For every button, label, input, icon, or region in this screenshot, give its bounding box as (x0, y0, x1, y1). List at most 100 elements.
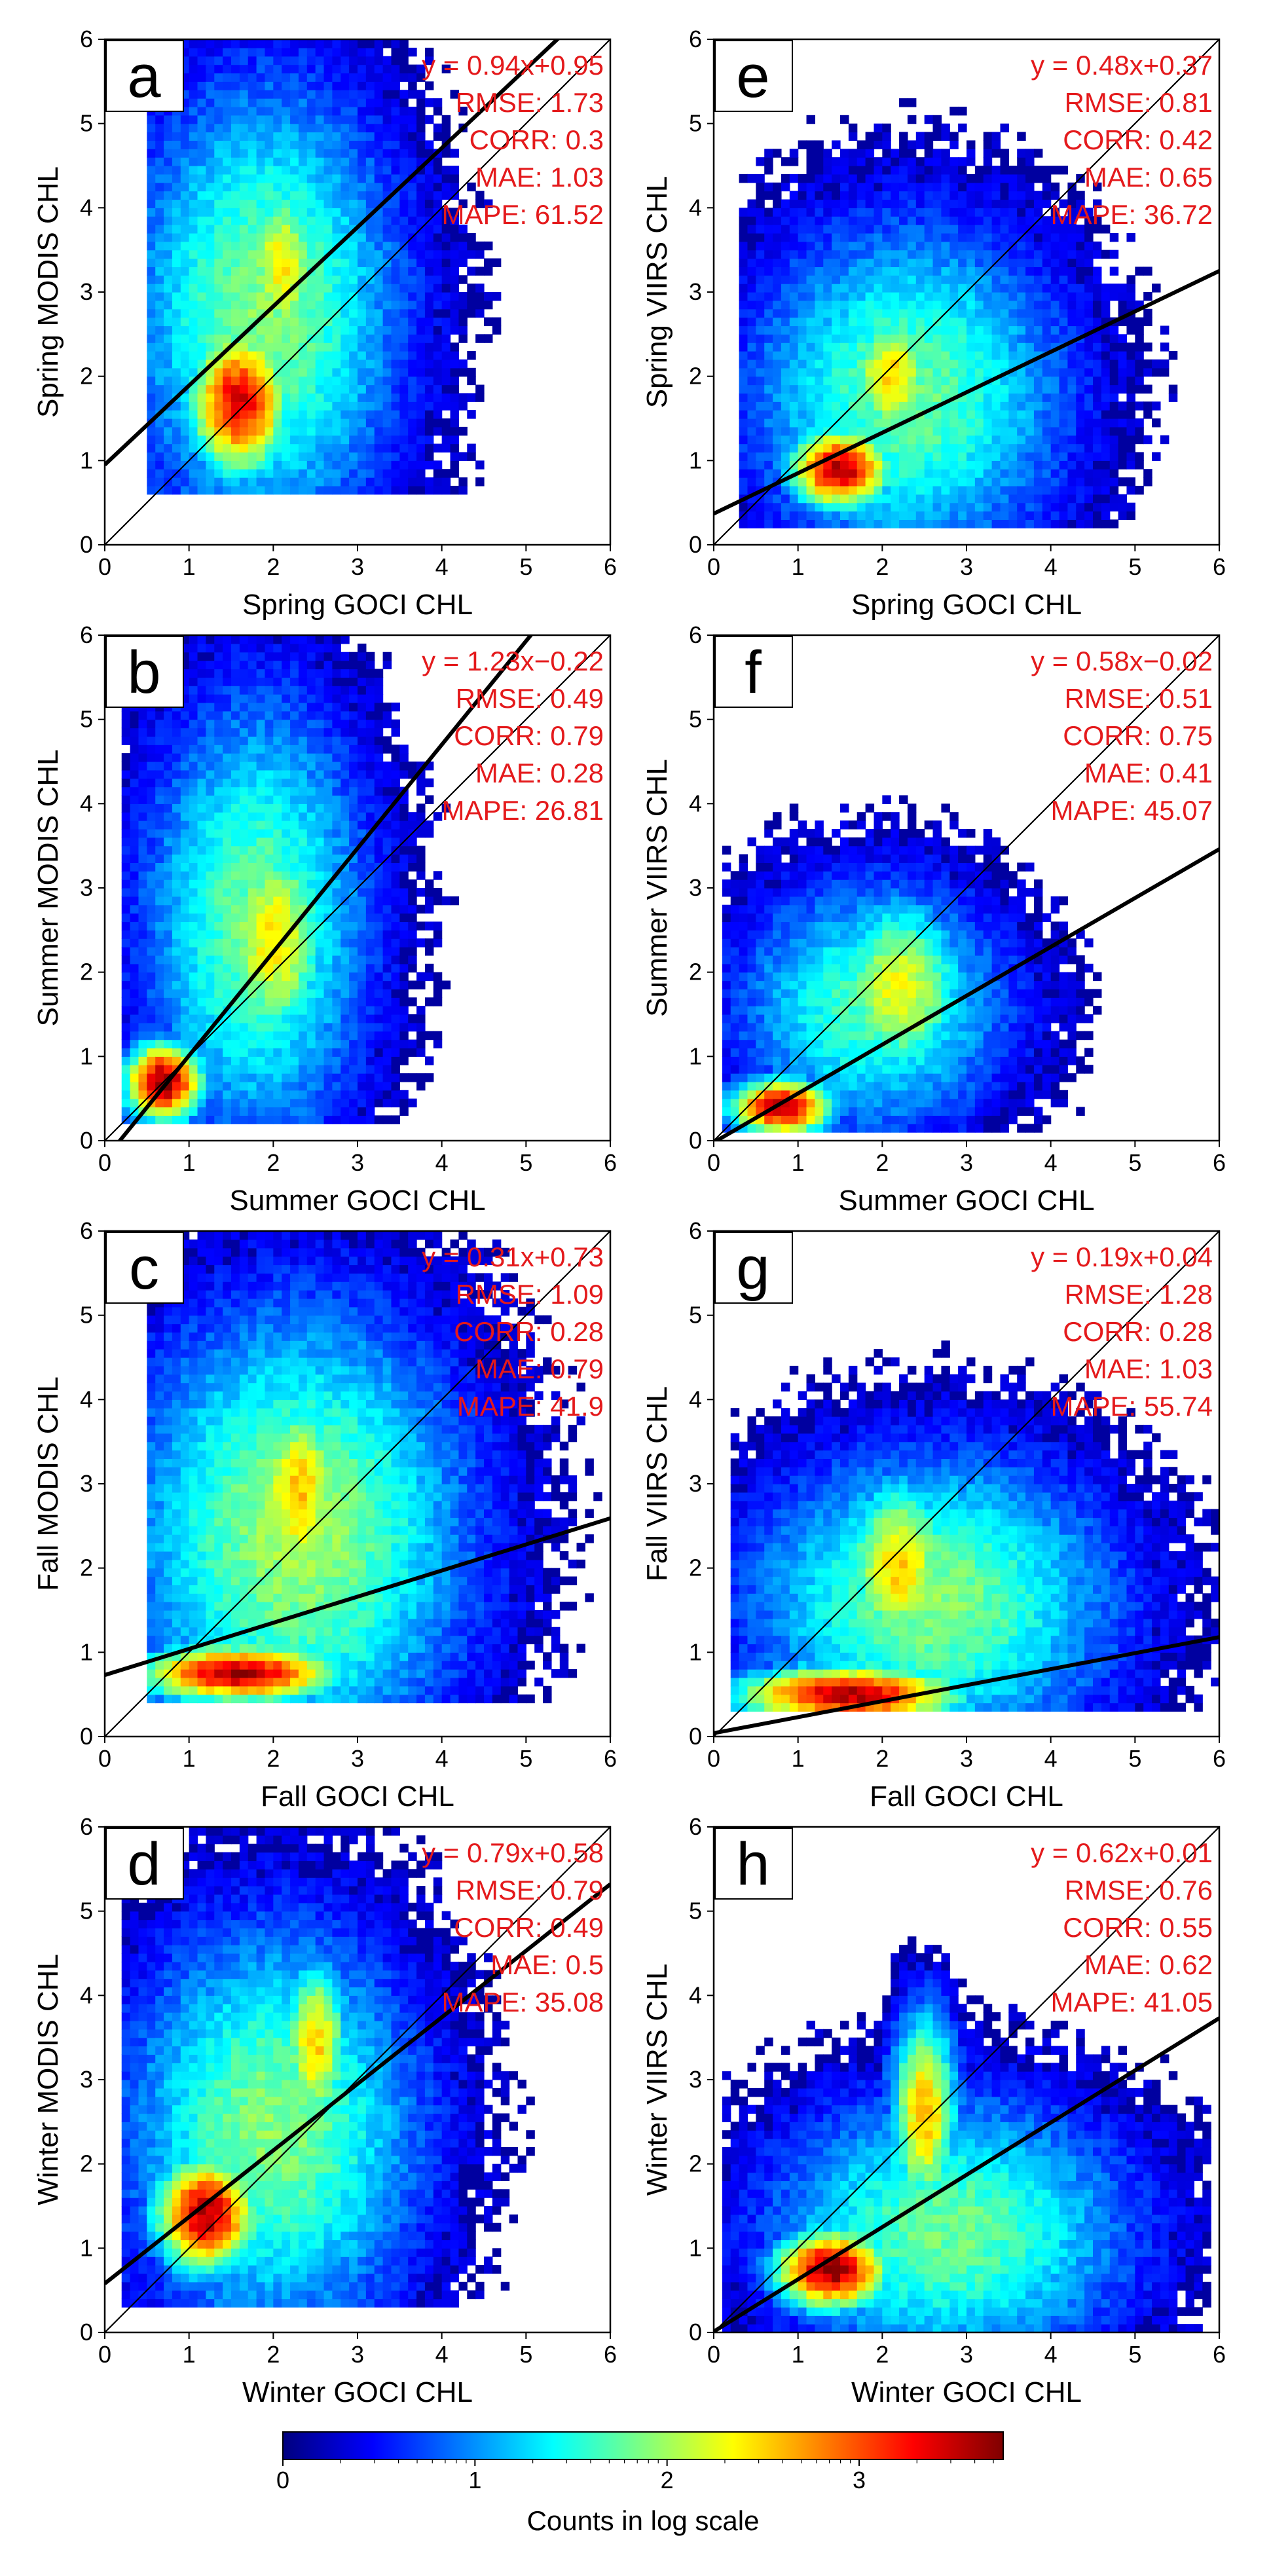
density-cell (240, 368, 248, 377)
density-cell (290, 452, 299, 460)
density-cell (1067, 250, 1076, 259)
density-cell (815, 401, 823, 410)
density-cell (391, 48, 399, 56)
density-cell (181, 342, 189, 351)
density-cell (206, 183, 214, 191)
density-cell (425, 410, 433, 418)
density-cell (341, 90, 349, 98)
density-cell (958, 107, 967, 115)
density-cell (433, 233, 442, 242)
density-cell (967, 318, 975, 326)
density-cell (925, 427, 933, 435)
density-cell (1034, 469, 1042, 477)
density-cell (172, 191, 181, 200)
density-cell (442, 368, 451, 377)
density-cell (324, 73, 333, 81)
density-cell (823, 334, 832, 342)
density-cell (739, 342, 748, 351)
density-cell (265, 132, 273, 141)
density-cell (391, 444, 399, 452)
density-cell (299, 65, 307, 73)
density-cell (375, 418, 383, 427)
density-cell (882, 250, 891, 259)
density-cell (992, 359, 1001, 368)
density-cell (307, 115, 316, 124)
density-cell (391, 115, 399, 124)
density-cell (949, 511, 958, 520)
density-cell (790, 385, 798, 394)
density-cell (257, 469, 265, 477)
density-cell (857, 334, 866, 342)
density-cell (375, 486, 383, 494)
density-cell (790, 418, 798, 427)
density-cell (949, 242, 958, 250)
density-cell (840, 115, 849, 124)
density-cell (764, 435, 773, 444)
density-cell (1025, 342, 1034, 351)
density-cell (349, 393, 358, 401)
density-cell (1042, 469, 1051, 477)
density-cell (764, 250, 773, 259)
density-cell (874, 368, 882, 377)
density-cell (332, 275, 341, 284)
density-cell (349, 73, 358, 81)
density-cell (290, 242, 299, 250)
density-cell (967, 351, 975, 359)
density-cell (958, 342, 967, 351)
density-cell (425, 393, 433, 401)
density-cell (332, 469, 341, 477)
density-cell (282, 174, 290, 183)
density-cell (198, 410, 206, 418)
density-cell (882, 166, 891, 174)
density-cell (992, 199, 1001, 208)
density-cell (383, 140, 392, 149)
density-cell (206, 292, 214, 301)
density-cell (807, 284, 815, 292)
density-cell (1059, 250, 1068, 259)
density-cell (399, 351, 408, 359)
density-cell (206, 259, 214, 267)
density-cell (316, 65, 324, 73)
density-cell (172, 275, 181, 284)
density-cell (1059, 166, 1068, 174)
density-cell (332, 325, 341, 334)
density-cell (164, 242, 172, 250)
density-cell (866, 444, 874, 452)
density-cell (840, 460, 849, 469)
density-cell (840, 301, 849, 309)
density-cell (747, 250, 756, 259)
density-cell (341, 444, 349, 452)
density-cell (1000, 183, 1008, 191)
density-cell (408, 418, 416, 427)
density-cell (316, 166, 324, 174)
density-cell (1034, 309, 1042, 318)
density-cell (949, 418, 958, 427)
density-cell (189, 225, 198, 233)
density-cell (349, 377, 358, 385)
density-cell (164, 216, 172, 225)
density-cell (1017, 519, 1025, 528)
density-cell (1067, 418, 1076, 427)
density-cell (366, 410, 375, 418)
density-cell (882, 233, 891, 242)
density-cell (223, 359, 231, 368)
density-cell (1059, 460, 1068, 469)
density-cell (475, 460, 484, 469)
density-cell (992, 427, 1001, 435)
density-cell (1059, 309, 1068, 318)
density-cell (1017, 157, 1025, 166)
density-cell (223, 393, 231, 401)
density-cell (1059, 469, 1068, 477)
density-cell (984, 166, 992, 174)
density-cell (1034, 149, 1042, 157)
density-cell (975, 309, 984, 318)
density-cell (1017, 494, 1025, 503)
density-cell (933, 242, 942, 250)
density-cell (739, 242, 748, 250)
density-cell (874, 124, 882, 132)
density-cell (147, 191, 155, 200)
density-cell (773, 469, 781, 477)
density-cell (155, 452, 164, 460)
density-cell (458, 427, 467, 435)
density-cell (925, 259, 933, 267)
